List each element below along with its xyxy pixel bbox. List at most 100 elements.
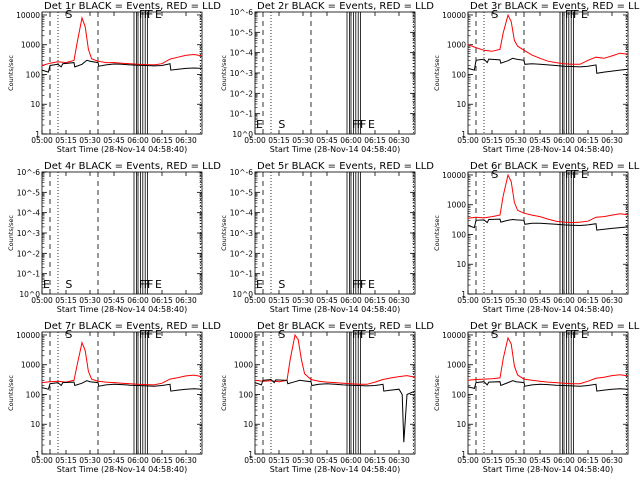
- x-tick-label: 05:45: [529, 296, 551, 305]
- x-tick-label: 06:15: [577, 296, 599, 305]
- x-axis-label: Start Time (28-Nov-14 04:58:40): [57, 305, 187, 314]
- x-tick-label: 05:45: [103, 296, 125, 305]
- x-tick-label: 06:00: [553, 296, 575, 305]
- y-tick-label: 100: [452, 70, 467, 79]
- x-tick-label: 05:15: [55, 136, 77, 145]
- y-tick-label: 1: [35, 130, 40, 139]
- x-tick-label: 05:00: [457, 456, 479, 465]
- y-tick-label: 1: [461, 450, 466, 459]
- y-tick-label: 10: [243, 420, 253, 429]
- y-tick-label: 10^-6: [230, 8, 254, 17]
- event-marker-label: E: [155, 278, 162, 291]
- events-rate-line: [467, 218, 629, 231]
- y-tick-label: 100: [26, 390, 41, 399]
- x-tick-label: 06:30: [388, 456, 410, 465]
- y-tick-label: 100: [239, 390, 254, 399]
- event-marker-label: F: [360, 118, 366, 131]
- x-tick-label: 05:30: [292, 136, 314, 145]
- y-tick-label: 1: [35, 450, 40, 459]
- y-tick-label: 10: [456, 100, 466, 109]
- chart-title: Det 3r BLACK = Events, RED = LLD: [470, 1, 640, 12]
- y-tick-label: 10^-2: [230, 89, 254, 98]
- y-tick-label: 10000: [442, 331, 466, 340]
- x-tick-label: 05:45: [316, 296, 338, 305]
- x-tick-label: 06:30: [601, 136, 623, 145]
- plot-frame: [41, 171, 203, 295]
- x-tick-label: 06:15: [364, 296, 386, 305]
- events-rate-line: [41, 380, 203, 392]
- x-tick-label: 06:15: [577, 136, 599, 145]
- x-tick-label: 06:00: [553, 456, 575, 465]
- x-tick-label: 05:00: [457, 136, 479, 145]
- x-axis-label: Start Time (28-Nov-14 04:58:40): [483, 145, 613, 154]
- y-axis-label: Counts/sec: [433, 215, 441, 251]
- x-tick-label: 05:45: [103, 136, 125, 145]
- lld-rate-line: [254, 333, 416, 385]
- event-marker-label: S: [65, 278, 72, 291]
- x-tick-label: 05:45: [103, 456, 125, 465]
- lld-rate-line: [41, 16, 203, 66]
- x-tick-label: 06:15: [577, 456, 599, 465]
- x-tick-label: 05:00: [244, 296, 266, 305]
- lld-rate-line: [467, 173, 629, 224]
- event-marker-label: E: [256, 278, 263, 291]
- y-axis-label: Counts/sec: [433, 375, 441, 411]
- x-tick-label: 05:15: [481, 136, 503, 145]
- lld-rate-line: [41, 341, 203, 386]
- y-tick-label: 1000: [21, 361, 40, 370]
- event-marker-label: F: [139, 278, 145, 291]
- event-marker-label: F: [570, 328, 576, 341]
- event-marker-label: S: [491, 328, 498, 341]
- x-tick-label: 05:30: [505, 456, 527, 465]
- y-tick-label: 10: [456, 260, 466, 269]
- y-tick-label: 10: [456, 420, 466, 429]
- x-tick-label: 05:00: [457, 296, 479, 305]
- y-tick-label: 10^-1: [17, 270, 41, 279]
- y-tick-label: 10: [30, 420, 40, 429]
- chart-title: Det 6r BLACK = Events, RED = LLD: [470, 161, 640, 172]
- event-marker-label: S: [278, 328, 285, 341]
- event-marker-label: F: [360, 278, 366, 291]
- y-tick-label: 100: [452, 230, 467, 239]
- x-axis-label: Start Time (28-Nov-14 04:58:40): [57, 465, 187, 474]
- x-tick-label: 05:45: [316, 456, 338, 465]
- x-tick-label: 05:00: [31, 456, 53, 465]
- y-tick-label: 10: [30, 100, 40, 109]
- x-tick-label: 05:30: [79, 296, 101, 305]
- x-tick-label: 05:30: [505, 296, 527, 305]
- event-marker-label: F: [357, 278, 363, 291]
- x-tick-label: 06:15: [151, 136, 173, 145]
- x-tick-label: 06:00: [127, 136, 149, 145]
- y-tick-label: 1: [461, 290, 466, 299]
- plot-frame: [254, 171, 416, 295]
- y-tick-label: 10^-1: [230, 110, 254, 119]
- y-axis-label: Counts/sec: [7, 215, 15, 251]
- x-tick-label: 06:15: [364, 136, 386, 145]
- chart-panel-6: Det 6r BLACK = Events, RED = LLD 05:00 05:…: [433, 161, 640, 314]
- y-tick-label: 10^-3: [230, 229, 254, 238]
- event-marker-label: S: [65, 328, 72, 341]
- lld-rate-line: [467, 13, 629, 65]
- event-marker-label: E: [368, 328, 375, 341]
- y-tick-label: 1000: [447, 41, 466, 50]
- x-tick-label: 06:15: [151, 296, 173, 305]
- plot-frame: [467, 11, 629, 135]
- event-marker-label: E: [256, 118, 263, 131]
- event-marker-label: E: [43, 278, 50, 291]
- lld-rate-line: [467, 336, 629, 385]
- y-axis-label: Counts/sec: [220, 375, 228, 411]
- x-tick-label: 05:15: [268, 296, 290, 305]
- y-tick-label: 10^-5: [17, 188, 41, 197]
- y-axis-label: Counts/sec: [7, 375, 15, 411]
- x-tick-label: 06:00: [553, 136, 575, 145]
- x-axis-label: Start Time (28-Nov-14 04:58:40): [57, 145, 187, 154]
- plot-frame: [467, 171, 629, 295]
- y-tick-label: 10^-6: [230, 168, 254, 177]
